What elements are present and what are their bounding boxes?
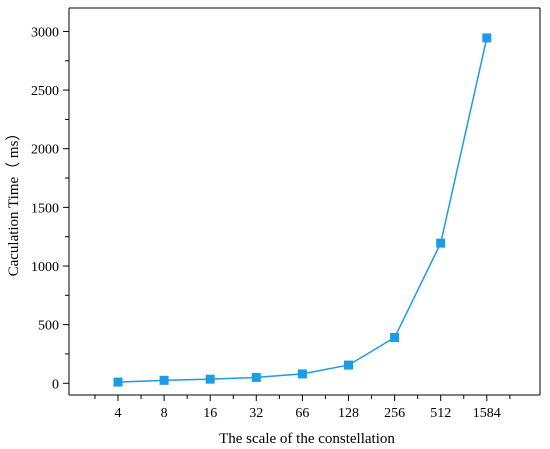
series-layer	[113, 33, 492, 387]
data-point-marker	[390, 333, 400, 343]
data-point-marker	[436, 238, 446, 248]
y-tick-label: 0	[52, 377, 59, 392]
x-tick-label: 66	[295, 406, 309, 421]
x-tick-label: 256	[384, 406, 405, 421]
x-tick-label: 32	[249, 406, 263, 421]
x-tick-label: 4	[115, 406, 122, 421]
y-axis-title: Caculation Time（ ms）	[5, 126, 22, 277]
x-tick-label: 16	[203, 406, 217, 421]
y-tick-label: 1500	[31, 201, 59, 216]
y-tick-label: 2000	[31, 143, 59, 158]
plot-frame	[68, 7, 541, 396]
data-point-marker	[205, 374, 215, 384]
x-tick-label: 8	[161, 406, 168, 421]
y-tick-label: 500	[38, 319, 59, 334]
x-tick-label: 512	[430, 406, 451, 421]
data-point-marker	[113, 377, 123, 387]
data-point-marker	[482, 33, 492, 43]
data-point-marker	[344, 360, 353, 370]
y-ticks: 0 500 1000 1500 2000 2500 3000	[31, 25, 69, 392]
x-ticks: 4 8 16 32 66 128 256 512 1584	[94, 395, 511, 421]
data-point-marker	[251, 372, 261, 382]
series-line	[117, 37, 488, 383]
x-axis-title: The scale of the constellation	[219, 431, 395, 447]
data-point-marker	[297, 369, 307, 379]
y-tick-label: 1000	[31, 260, 59, 275]
data-point-marker	[159, 375, 169, 385]
y-tick-label: 3000	[31, 25, 59, 40]
y-tick-label: 2500	[31, 84, 59, 99]
x-tick-label: 1584	[473, 406, 501, 421]
x-tick-label: 128	[338, 406, 359, 421]
